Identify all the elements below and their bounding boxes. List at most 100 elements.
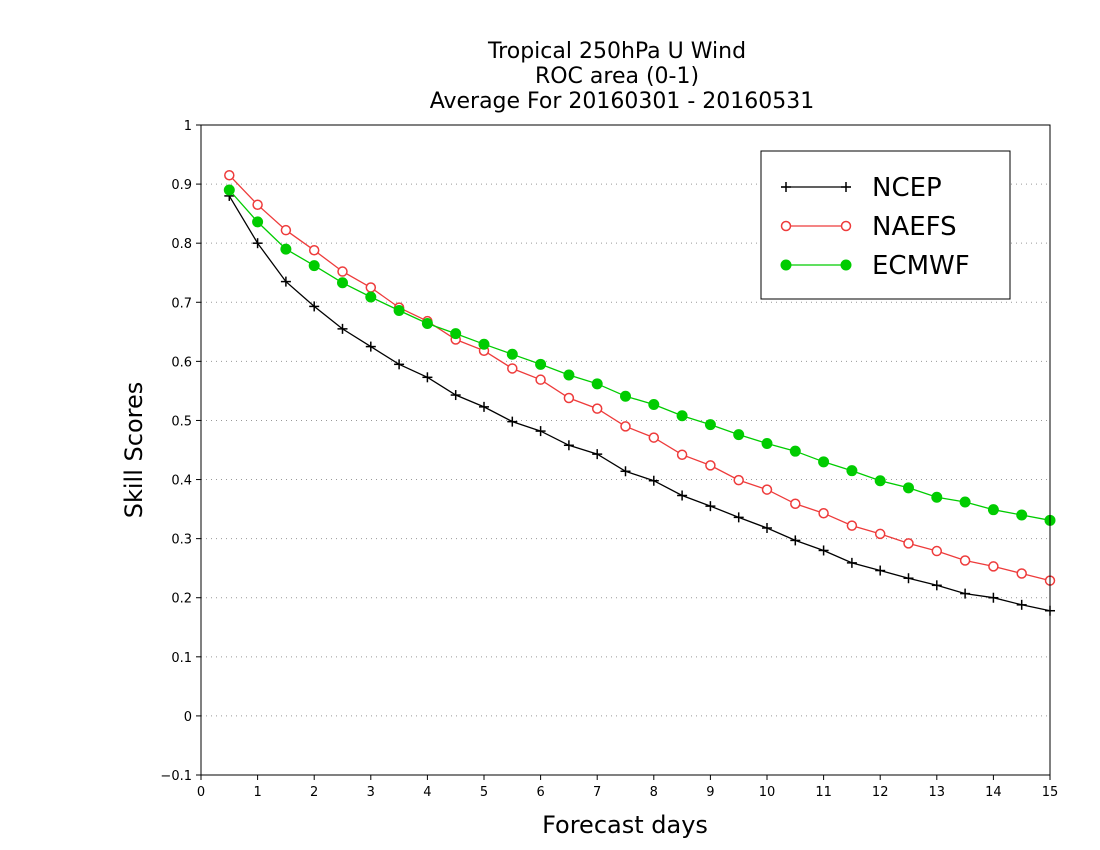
data-point-naefs: [337, 266, 348, 277]
x-axis-ticks: 0 1 2 3 4 5 6 7 8 9 10 11 12 13 14 15: [197, 775, 1058, 800]
data-point-ncep: [620, 466, 631, 477]
data-point-ecmwf: [959, 496, 971, 508]
x-axis-label: Forecast days: [542, 811, 708, 839]
legend-label-ecmwf: ECMWF: [872, 251, 970, 281]
data-point-ecmwf: [761, 438, 773, 449]
data-point-ncep: [309, 301, 320, 312]
data-point-naefs: [705, 460, 716, 471]
data-point-naefs: [874, 528, 886, 540]
y-tick-label: 0.7: [171, 296, 192, 311]
data-point-naefs: [761, 484, 773, 495]
data-point-ncep: [705, 501, 716, 512]
x-tick-label: 5: [480, 785, 488, 800]
data-point-ecmwf: [676, 410, 688, 422]
legend-item-ncep: NCEP: [781, 173, 942, 203]
x-tick-label: 14: [985, 785, 1002, 800]
data-point-ncep: [507, 416, 518, 427]
x-tick-label: 7: [593, 785, 601, 800]
data-point-naefs: [676, 449, 688, 460]
y-axis-ticks: −0.1 0 0.1 0.2 0.3 0.4 0.5 0.6 0.7 0.8 0.9 1: [160, 119, 201, 784]
data-point-naefs: [620, 421, 631, 432]
data-point-ecmwf: [280, 243, 292, 255]
x-tick-label: 9: [706, 785, 714, 800]
data-point-ncep: [960, 588, 971, 599]
data-point-ncep: [422, 372, 433, 383]
y-tick-label: 0.8: [171, 237, 192, 252]
data-point-ncep: [988, 592, 999, 603]
y-tick-label: −0.1: [160, 769, 192, 784]
data-point-ecmwf: [789, 445, 801, 457]
data-point-ecmwf: [252, 216, 264, 228]
legend-box: [760, 150, 1011, 300]
data-point-naefs: [790, 498, 801, 510]
y-tick-label: 1: [184, 119, 192, 134]
data-point-ecmwf: [393, 305, 405, 317]
data-point-naefs: [252, 199, 263, 211]
data-point-ncep: [592, 449, 603, 460]
data-point-naefs: [1016, 568, 1027, 579]
data-point-ecmwf: [874, 475, 886, 487]
data-point-ncep: [280, 276, 291, 287]
x-tick-label: 6: [536, 785, 544, 800]
data-point-ncep: [337, 323, 348, 334]
data-point-ecmwf: [931, 491, 943, 503]
legend-item-ecmwf: ECMWF: [780, 251, 970, 281]
legend-marker-ecmwf: [780, 259, 792, 271]
y-axis-label: Skill Scores: [120, 382, 148, 519]
legend-marker-naefs: [840, 220, 852, 232]
y-tick-label: 0.9: [171, 178, 192, 193]
data-point-naefs: [733, 474, 744, 486]
data-point-naefs: [818, 507, 829, 519]
data-point-ncep: [677, 490, 688, 501]
data-point-naefs: [308, 245, 320, 256]
data-point-ecmwf: [846, 465, 858, 477]
data-point-ecmwf: [648, 399, 660, 410]
data-point-ncep: [790, 535, 801, 546]
series-naefs: [224, 169, 1056, 586]
data-point-ncep: [535, 426, 546, 437]
data-point-ecmwf: [506, 348, 518, 360]
y-tick-label: 0.1: [171, 651, 192, 666]
plot-frame: [200, 124, 1051, 776]
y-tick-label: 0: [184, 710, 192, 725]
data-point-naefs: [224, 169, 235, 181]
x-tick-label: 13: [929, 785, 946, 800]
data-point-ecmwf: [733, 429, 745, 441]
legend-marker-ecmwf: [840, 259, 852, 271]
chart-subtitle-period: Average For 20160301 - 20160531: [430, 89, 815, 114]
chart-title: Tropical 250hPa U Wind: [487, 39, 746, 64]
data-point-ecmwf: [591, 378, 603, 390]
data-point-naefs: [959, 555, 971, 566]
data-point-ecmwf: [903, 482, 914, 494]
x-tick-label: 4: [423, 785, 431, 800]
data-point-ecmwf: [987, 504, 999, 516]
data-point-ecmwf: [365, 291, 377, 303]
x-tick-label: 1: [253, 785, 261, 800]
data-point-naefs: [563, 392, 575, 404]
data-point-ncep: [365, 341, 376, 352]
data-point-ncep: [648, 475, 659, 486]
data-point-naefs: [648, 432, 660, 443]
legend-item-naefs: NAEFS: [780, 212, 957, 242]
legend-marker-ncep: [781, 182, 791, 192]
legend-marker-naefs: [780, 220, 792, 232]
data-point-naefs: [903, 538, 914, 549]
x-tick-label: 11: [815, 785, 832, 800]
x-tick-label: 15: [1042, 785, 1059, 800]
data-point-ncep: [846, 557, 857, 568]
data-point-ecmwf: [704, 419, 716, 431]
data-point-ncep: [931, 580, 942, 591]
data-point-naefs: [591, 403, 603, 414]
data-point-ecmwf: [337, 277, 348, 289]
data-point-ecmwf: [1016, 509, 1028, 521]
series-line-ncep: [228, 195, 1051, 612]
legend-marker-ncep: [841, 182, 851, 192]
x-tick-label: 2: [310, 785, 318, 800]
y-tick-label: 0.5: [171, 414, 192, 429]
data-point-ecmwf: [421, 318, 433, 330]
series-ecmwf: [223, 184, 1056, 526]
data-point-ecmwf: [223, 184, 235, 196]
y-tick-label: 0.2: [171, 592, 192, 607]
